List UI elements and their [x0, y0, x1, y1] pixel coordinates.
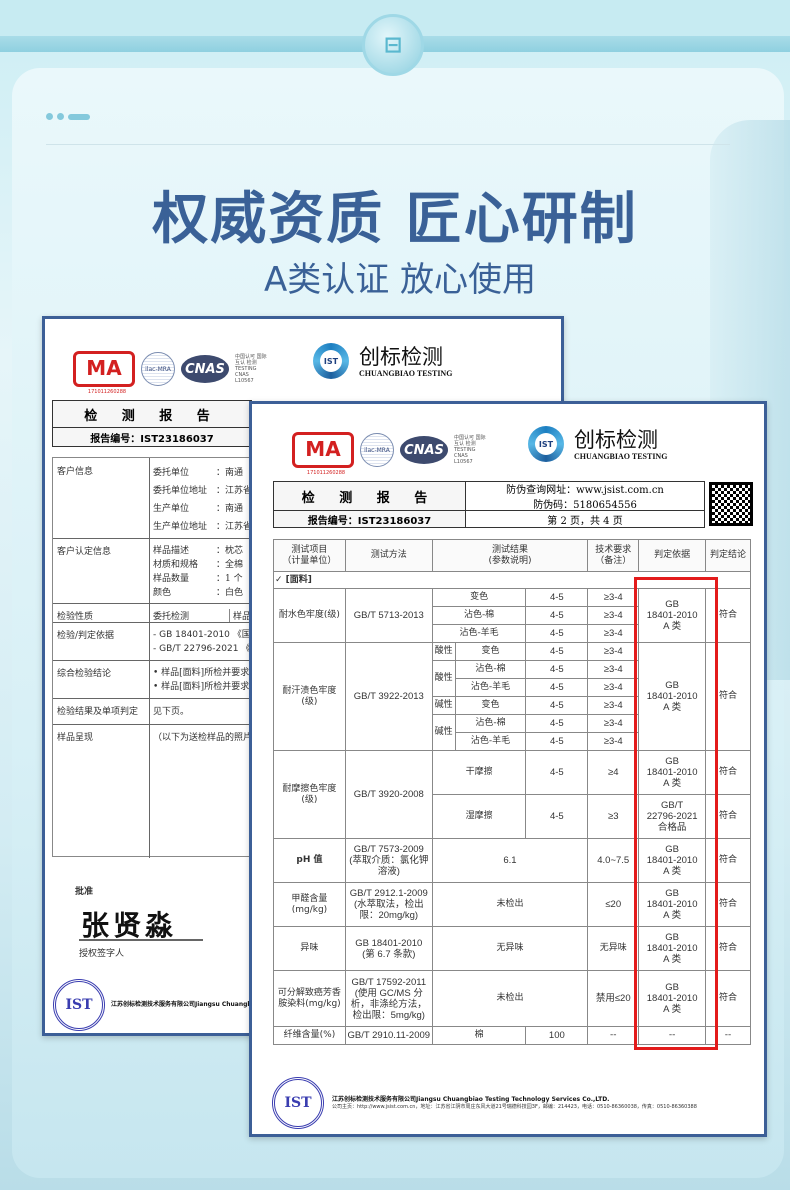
- table-row: 甲醛含量 (mg/kg) GB/T 2912.1-2009 (水萃取法，检出限：2…: [273, 882, 751, 927]
- report-number: 报告编号：IST23186037: [273, 510, 466, 528]
- subheadline: A类认证 放心使用: [263, 260, 537, 300]
- row-label: 检验性质: [57, 612, 94, 622]
- accreditation-logos: MA 171011260288 ilac-MRA CNAS 中国认可 国际互认 检…: [292, 432, 488, 476]
- report-page-2: MA 171011260288 ilac-MRA CNAS 中国认可 国际互认 检…: [249, 401, 767, 1137]
- inspection-type: 委托检测: [153, 612, 190, 622]
- page-indicator: 第 2 页，共 4 页: [465, 510, 705, 528]
- table-row: 沾色-羊毛 4-5 ≥3-4: [274, 732, 751, 751]
- row-label: 客户认定信息: [57, 547, 112, 557]
- anti-counterfeit: 防伪查询网址：www.jsist.com.cn 防伪码：5180654556: [465, 481, 705, 511]
- highlight-box: [634, 577, 718, 1050]
- results-ref: 见下页。: [153, 707, 190, 717]
- headline: 权威资质 匠心研制: [152, 187, 638, 252]
- ilac-logo: ilac-MRA: [141, 352, 175, 386]
- ist-icon: IST: [528, 426, 564, 462]
- cnas-logo: CNAS: [400, 436, 448, 464]
- back-footer: IST 江苏创标检测技术服务有限公司Jiangsu Chuangbiao: [53, 979, 262, 1031]
- table-header: 测试项目 （计量单位） 测试方法 测试结果 (参数说明) 技术要求 （备注） 判定依据判…: [273, 539, 751, 572]
- row-label: 客户信息: [57, 467, 94, 477]
- report-title: 检 测 报 告: [273, 481, 466, 511]
- sample-fields: 样品描述 ：枕芯 材质和规格 ：全棉 样品数量 ：1 个颜色 ：白色: [153, 546, 244, 598]
- cnas-logo: CNAS: [181, 355, 229, 383]
- table-row: 酸性 沾色-棉 4-5 ≥3-4: [274, 660, 751, 697]
- pillow-icon: ⊟: [362, 14, 424, 76]
- table-row: 碱性 沾色-棉 4-5 ≥3-4: [274, 714, 751, 751]
- accreditation-logos: MA 171011260288 ilac-MRA CNAS 中国认可 国际互认 检…: [73, 351, 269, 395]
- cma-logo: MA 171011260288: [292, 432, 354, 476]
- ist-logo: IST 创标检测 CHUANGBIAO TESTING: [313, 343, 452, 379]
- row-label: 检验/判定依据: [57, 631, 115, 641]
- conclusion: • 样品[面料]所检并要求判 • 样品[面料]所检并要求判: [153, 668, 259, 692]
- cnas-text: 中国认可 国际互认 检测 TESTING CNAS L10567: [235, 354, 267, 384]
- table-row: 湿摩擦 4-5 ≥3 GB/T 22796-2021 合格品 符合: [274, 794, 751, 839]
- row-label: 样品呈现: [57, 733, 94, 743]
- ist-logo: IST 创标检测 CHUANGBIAO TESTING: [528, 426, 667, 462]
- cma-logo: MA 171011260288: [73, 351, 135, 395]
- table-row: 碱性 变色 4-5 ≥3-4: [274, 696, 751, 715]
- ist-seal: IST: [272, 1077, 324, 1129]
- divider: [46, 144, 730, 145]
- signature: 张贤淼: [81, 909, 178, 942]
- signer-label: 授权签字人: [79, 949, 125, 959]
- table-row: 异味 GB 18401-2010 (第 6.7 条款) 无异味 无异味 GB 18401…: [273, 926, 751, 971]
- report-number: 报告编号：IST23186037: [52, 427, 252, 447]
- qr-code[interactable]: [709, 482, 753, 526]
- results-table: 测试项目 （计量单位） 测试方法 测试结果 (参数说明) 技术要求 （备注） 判定依据判…: [273, 539, 751, 1045]
- table-row: 沾色-羊毛 4-5 ≥3-4: [274, 624, 751, 643]
- standards: - GB 18401-2010 《国家 - GB/T 22796-2021 《床: [153, 630, 260, 654]
- front-footer: IST 江苏创标检测技术服务有限公司Jiangsu Chuangbiao Tes…: [272, 1074, 752, 1132]
- report-title: 检 测 报 告: [52, 400, 252, 428]
- ist-seal: IST: [53, 979, 105, 1031]
- table-row: pH 值 GB/T 7573-2009 (萃取介质：氯化钾溶液) 6.1 4.0~7.…: [273, 838, 751, 883]
- decor-dots: [46, 113, 90, 120]
- table-row: 沾色-棉 4-5 ≥3-4: [274, 606, 751, 625]
- sample-photo-note: （以下为送检样品的照片）: [153, 733, 262, 743]
- client-fields: 委托单位 ：南通 委托单位地址 ：江苏省 生产单位 ：南通 生产单位地址 ：江苏省: [153, 468, 253, 532]
- ilac-logo: ilac-MRA: [360, 433, 394, 467]
- table-row: 耐汗渍色牢度 (级) GB/T 3922-2013 酸性 变色 4-5 ≥3-4 GB …: [273, 642, 751, 751]
- table-row: 可分解致癌芳香胺染料(mg/kg) GB/T 17592-2011 (使用 GC/…: [273, 970, 751, 1027]
- approve-label: 批准: [75, 887, 94, 897]
- row-label: 综合检验结论: [57, 669, 112, 679]
- cnas-text: 中国认可 国际互认 检测 TESTING CNAS L10567: [454, 435, 486, 465]
- row-label: 检验结果及单项判定: [57, 707, 139, 717]
- table-row: 纤维含量(%) GB/T 2910.11-2009 棉 100 -- -- --: [273, 1026, 751, 1045]
